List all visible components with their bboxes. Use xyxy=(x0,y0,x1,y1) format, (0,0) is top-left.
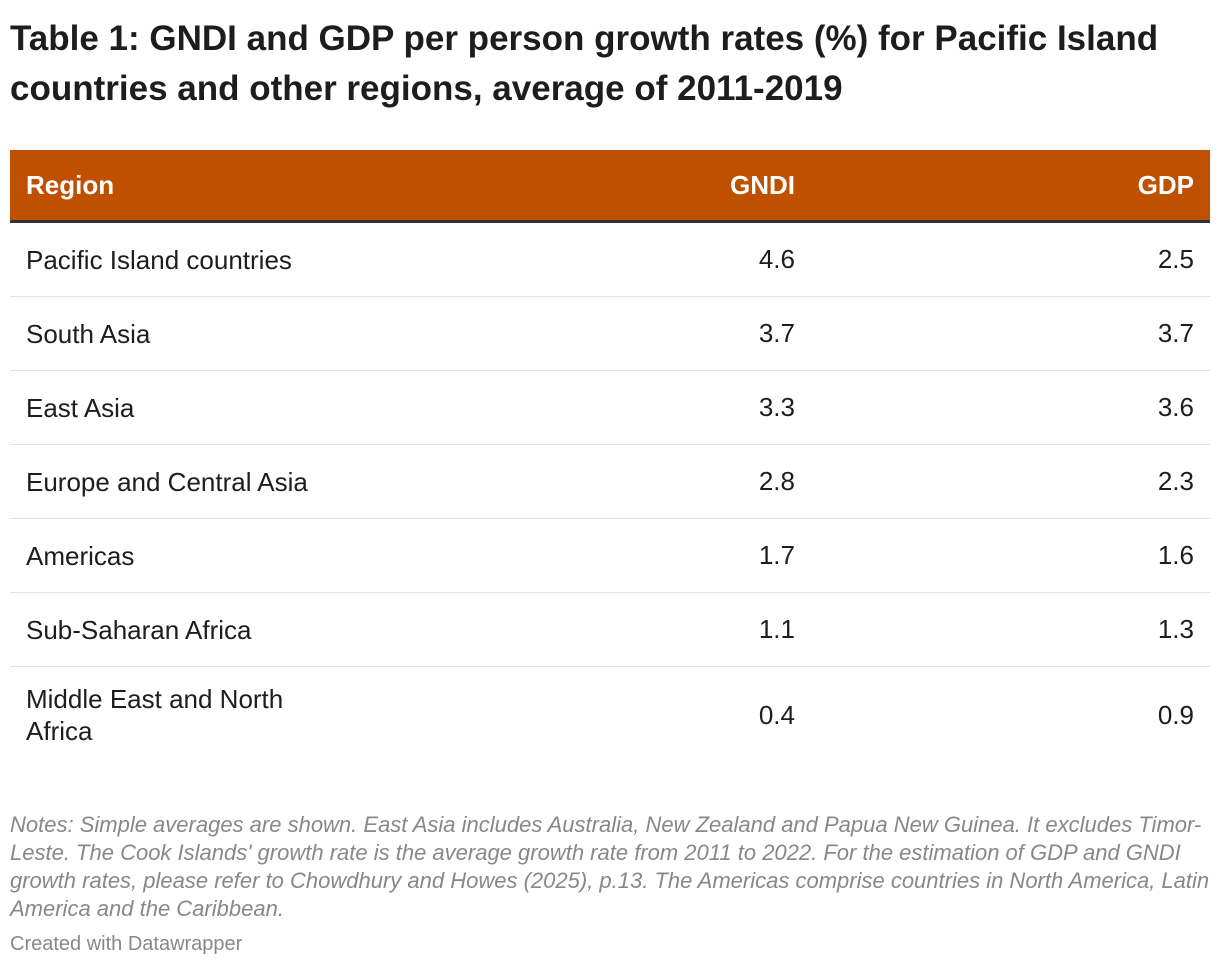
cell-region: Europe and Central Asia xyxy=(26,466,308,497)
cell-gdp: 2.5 xyxy=(1157,244,1194,274)
cell-gndi: 1.1 xyxy=(758,614,795,644)
cell-gdp: 3.7 xyxy=(1157,318,1194,348)
cell-region: Sub-Saharan Africa xyxy=(26,614,252,645)
cell-gdp: 1.6 xyxy=(1157,540,1194,570)
table-body: Pacific Island countries 4.6 2.5 South Asia… xyxy=(10,223,1210,763)
cell-gndi: 4.6 xyxy=(758,244,795,274)
table-row: Pacific Island countries 4.6 2.5 xyxy=(10,223,1210,297)
data-table: Region GNDI GDP Pacific Island countries… xyxy=(10,150,1210,763)
cell-region: Middle East and North Africa xyxy=(26,684,284,746)
table-notes: Notes: Simple averages are shown. East A… xyxy=(10,812,1210,921)
cell-gndi: 3.7 xyxy=(758,318,795,348)
cell-region: East Asia xyxy=(26,392,135,423)
column-header-gdp[interactable]: GDP xyxy=(1137,169,1194,200)
cell-gndi: 1.7 xyxy=(758,540,795,570)
table-row: Middle East and North Africa 0.4 0.9 xyxy=(10,667,1210,763)
cell-gdp: 2.3 xyxy=(1157,466,1194,496)
table-header: Region GNDI GDP xyxy=(10,150,1210,223)
cell-gndi: 2.8 xyxy=(758,466,795,496)
table-row: East Asia 3.3 3.6 xyxy=(10,371,1210,445)
table-row: Sub-Saharan Africa 1.1 1.3 xyxy=(10,593,1210,667)
cell-gdp: 3.6 xyxy=(1157,392,1194,422)
cell-gndi: 0.4 xyxy=(758,699,795,730)
column-header-region[interactable]: Region xyxy=(26,170,115,200)
cell-region: Pacific Island countries xyxy=(26,244,292,275)
cell-gdp: 0.9 xyxy=(1157,699,1194,730)
cell-gndi: 3.3 xyxy=(758,392,795,422)
cell-region: South Asia xyxy=(26,318,151,349)
table-row: Europe and Central Asia 2.8 2.3 xyxy=(10,445,1210,519)
column-header-gndi[interactable]: GNDI xyxy=(730,169,795,200)
cell-region: Americas xyxy=(26,540,135,571)
cell-gdp: 1.3 xyxy=(1157,614,1194,644)
table-title: Table 1: GNDI and GDP per person growth … xyxy=(10,19,1159,108)
table-row: Americas 1.7 1.6 xyxy=(10,519,1210,593)
table-row: South Asia 3.7 3.7 xyxy=(10,297,1210,371)
datawrapper-credit[interactable]: Created with Datawrapper xyxy=(10,933,243,955)
